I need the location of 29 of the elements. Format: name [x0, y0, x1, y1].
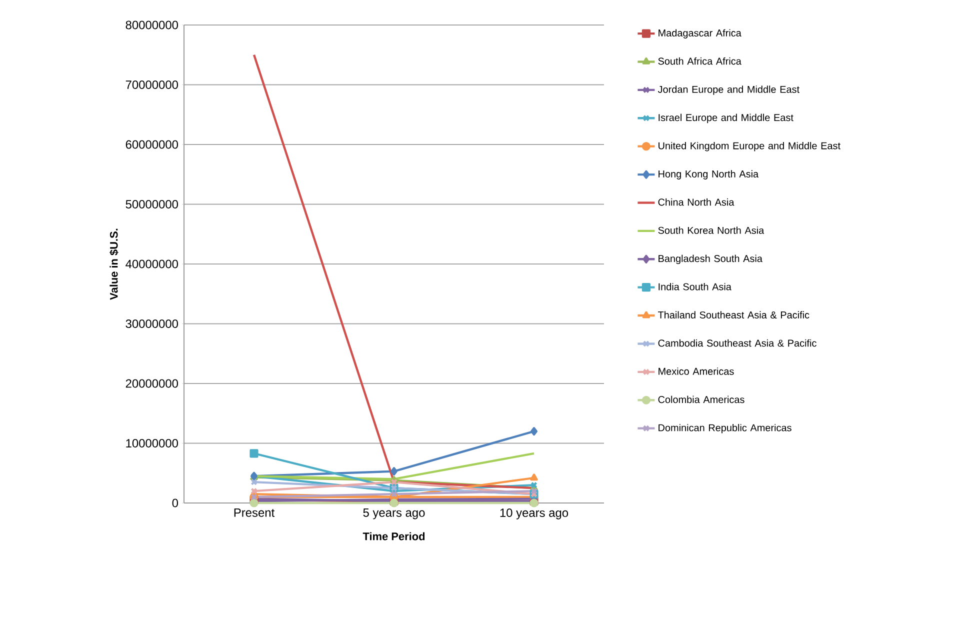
y-tick-label: 0 [172, 498, 178, 508]
legend-label: Israel Europe and Middle East [658, 114, 794, 124]
legend-label: Jordan Europe and Middle East [658, 86, 800, 95]
y-tick-label: 50000000 [126, 200, 178, 208]
y-axis-title: Value in $U.S. [110, 228, 118, 300]
y-tick-label: 60000000 [126, 140, 178, 149]
legend-label: Bangladesh South Asia [658, 254, 762, 264]
legend-label: South Korea North Asia [658, 226, 764, 234]
y-tick-label: 40000000 [126, 260, 178, 268]
legend-label: United Kingdom Europe and Middle East [658, 142, 840, 152]
y-tick-label: 30000000 [126, 320, 178, 328]
legend-label: India South Asia [658, 282, 732, 290]
legend-label: Colombia Americas [658, 396, 744, 404]
x-tick-label: 5 years ago [363, 508, 425, 520]
x-tick-label: 10 years ago [500, 508, 568, 520]
y-tick-label: 80000000 [126, 20, 178, 30]
legend-label: Cambodia Southeast Asia & Pacific [658, 339, 816, 347]
y-tick-label: 70000000 [126, 80, 178, 89]
legend-label: Hong Kong North Asia [658, 170, 759, 180]
x-tick-label: Present [234, 508, 275, 517]
legend-label: South Africa Africa [658, 57, 742, 65]
legend-label: China North Asia [658, 198, 734, 206]
x-axis-title: Time Period [362, 532, 425, 540]
legend-label: Mexico Americas [658, 368, 734, 375]
legend-label: Madagascar Africa [658, 29, 742, 38]
legend-label: Thailand Southeast Asia & Pacific [658, 311, 810, 318]
legend-label: Dominican Republic Americas [658, 424, 792, 434]
y-tick-label: 20000000 [126, 379, 178, 388]
y-tick-label: 10000000 [126, 439, 178, 448]
